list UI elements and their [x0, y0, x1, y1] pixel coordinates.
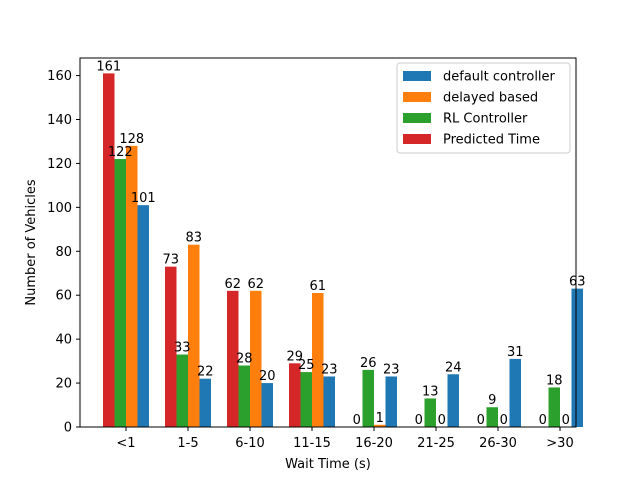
data-label-delayed-based-1: 83: [185, 231, 202, 246]
data-label-predicted-time-2: 62: [224, 277, 241, 292]
bar-default-controller-7: [571, 288, 583, 427]
bar-default-controller-5: [447, 374, 459, 427]
data-label-default-controller-2: 20: [259, 369, 276, 384]
bar-rl-controller-3: [300, 372, 312, 427]
legend-box: [396, 62, 571, 154]
data-label-predicted-time-7: 0: [539, 413, 547, 428]
bar-default-controller-2: [261, 383, 273, 427]
data-label-predicted-time-1: 73: [162, 253, 179, 268]
data-label-rl-controller-0: 122: [108, 145, 133, 160]
data-label-rl-controller-7: 18: [546, 373, 563, 388]
bar-default-controller-1: [199, 378, 211, 427]
bar-predicted-time-0: [103, 73, 115, 427]
data-label-default-controller-1: 22: [197, 365, 214, 380]
legend-swatch-predicted-time: [403, 134, 431, 144]
data-label-default-controller-0: 101: [131, 191, 156, 206]
y-tick-label: 120: [47, 157, 72, 172]
data-label-default-controller-7: 63: [569, 275, 586, 290]
legend-swatch-rl-controller: [403, 113, 431, 123]
data-label-delayed-based-2: 62: [247, 277, 264, 292]
data-label-rl-controller-6: 9: [488, 393, 496, 408]
y-axis: 0 20 40 60 80 100 120 140 160: [47, 69, 80, 436]
data-label-predicted-time-3: 29: [286, 349, 303, 364]
x-tick-label: 26-30: [479, 436, 517, 451]
data-label-predicted-time-5: 0: [415, 413, 423, 428]
data-label-default-controller-5: 24: [445, 360, 462, 375]
legend: default controller delayed based RL Contro…: [396, 62, 571, 154]
y-tick-label: 40: [55, 333, 72, 348]
y-tick-label: 0: [64, 421, 72, 436]
bar-rl-controller-5: [424, 398, 436, 427]
bar-rl-controller-6: [486, 407, 498, 427]
data-label-delayed-based-4: 1: [376, 411, 384, 426]
bar-default-controller-3: [323, 376, 335, 427]
y-tick-label: 100: [47, 201, 72, 216]
y-tick-label: 140: [47, 113, 72, 128]
bar-rl-controller-0: [114, 159, 126, 428]
legend-label-rl-controller: RL Controller: [443, 112, 528, 127]
legend-swatch-default-controller: [403, 71, 431, 81]
data-label-delayed-based-6: 0: [500, 413, 508, 428]
bars-group: [103, 73, 583, 428]
bar-delayed-based-1: [188, 244, 200, 427]
x-axis-label: Wait Time (s): [285, 457, 371, 472]
bar-rl-controller-7: [548, 387, 560, 427]
x-tick-label: 21-25: [417, 436, 455, 451]
data-label-default-controller-3: 23: [321, 362, 338, 377]
bar-default-controller-4: [385, 376, 397, 427]
x-tick-label: 11-15: [293, 436, 331, 451]
x-tick-label: 16-20: [355, 436, 393, 451]
x-tick-label: >30: [546, 436, 573, 451]
bar-rl-controller-4: [362, 369, 374, 427]
data-label-rl-controller-3: 25: [298, 358, 315, 373]
data-label-delayed-based-7: 0: [562, 413, 570, 428]
x-tick-label: <1: [116, 436, 135, 451]
data-label-rl-controller-2: 28: [236, 352, 253, 367]
legend-swatch-delayed-based: [403, 92, 431, 102]
data-label-rl-controller-5: 13: [422, 384, 439, 399]
data-label-predicted-time-4: 0: [353, 413, 361, 428]
bar-default-controller-0: [137, 205, 149, 427]
data-label-predicted-time-0: 161: [96, 59, 121, 74]
data-label-rl-controller-4: 26: [360, 356, 377, 371]
data-label-delayed-based-5: 0: [438, 413, 446, 428]
bar-delayed-based-4: [374, 424, 386, 427]
x-tick-label: 6-10: [235, 436, 265, 451]
data-label-delayed-based-0: 128: [119, 132, 144, 147]
y-tick-label: 20: [55, 377, 72, 392]
data-label-default-controller-4: 23: [383, 362, 400, 377]
data-label-predicted-time-6: 0: [477, 413, 485, 428]
legend-label-default-controller: default controller: [443, 70, 556, 85]
plot-frame: [79, 57, 577, 428]
data-label-default-controller-6: 31: [507, 345, 524, 360]
bar-default-controller-6: [509, 358, 521, 427]
bar-predicted-time-1: [165, 266, 177, 427]
y-tick-label: 60: [55, 289, 72, 304]
data-label-delayed-based-3: 61: [309, 279, 326, 294]
legend-label-delayed-based: delayed based: [443, 91, 538, 106]
y-tick-label: 80: [55, 245, 72, 260]
bar-predicted-time-2: [227, 290, 239, 427]
bar-delayed-based-2: [250, 290, 262, 427]
bar-predicted-time-3: [289, 363, 301, 427]
legend-label-predicted-time: Predicted Time: [443, 133, 540, 148]
x-axis: <1 1-5 6-10 11-15 16-20 21-25 26-30 >30: [116, 427, 574, 451]
x-tick-label: 1-5: [177, 436, 198, 451]
y-tick-label: 160: [47, 69, 72, 84]
bar-delayed-based-0: [126, 145, 138, 427]
y-axis-label: Number of Vehicles: [24, 179, 39, 306]
bar-rl-controller-2: [238, 365, 250, 427]
data-label-rl-controller-1: 33: [174, 341, 191, 356]
bar-delayed-based-3: [312, 293, 324, 427]
bar-rl-controller-1: [176, 354, 188, 427]
